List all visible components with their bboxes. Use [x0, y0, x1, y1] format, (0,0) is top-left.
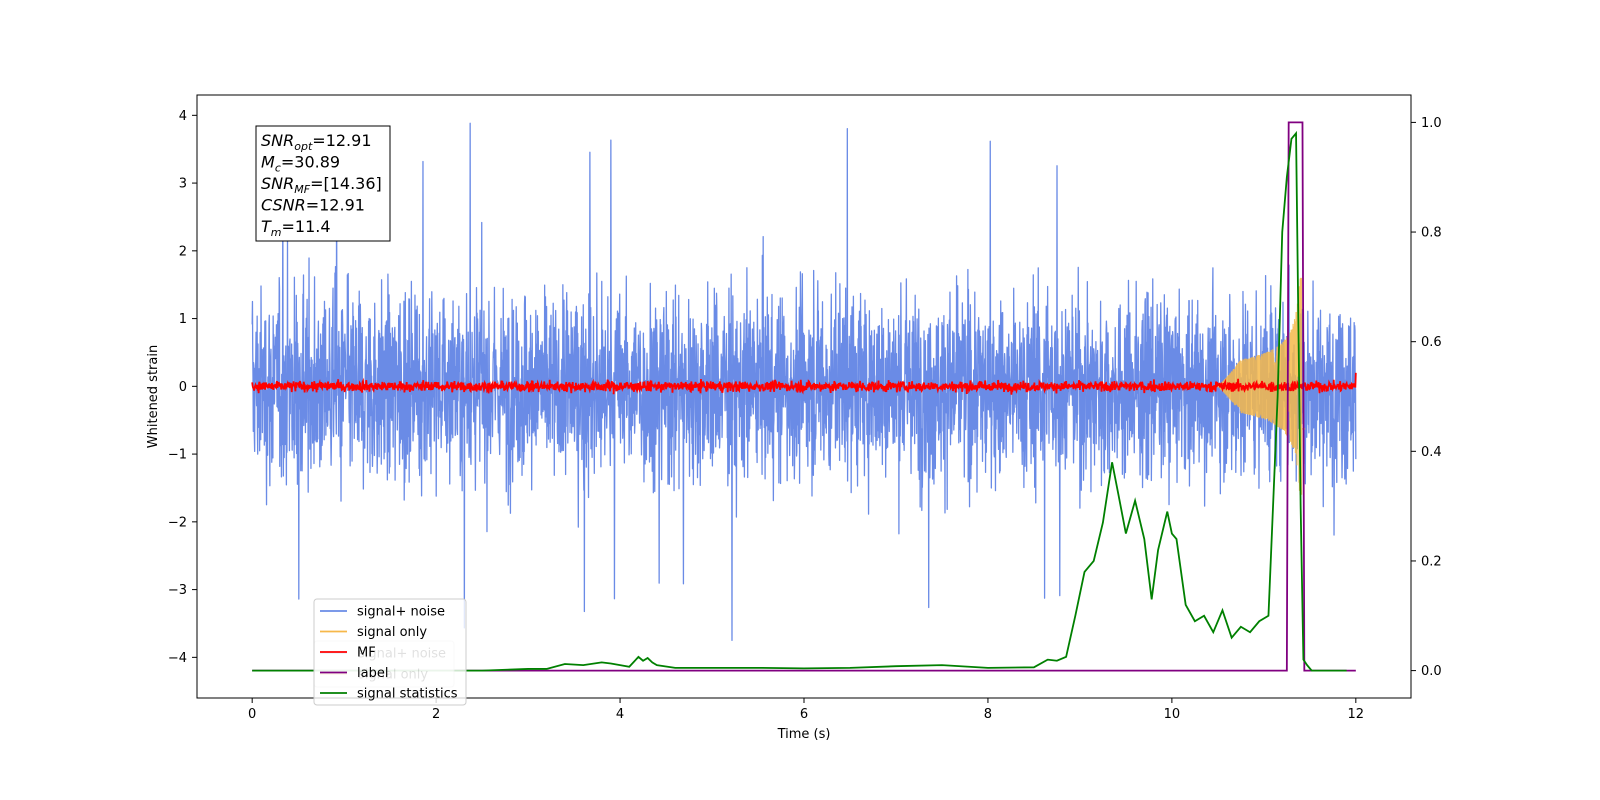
annotation-box: SNRopt=12.91Mc=30.89SNRMF=[14.36]CSNR=12…: [255, 125, 391, 242]
legend-front-frame: [313, 598, 467, 706]
y-axis-label: Whitened strain: [146, 345, 161, 448]
y-tick-label: −2: [168, 515, 187, 530]
series-signal-statistics: [252, 130, 1347, 672]
axes: 0 2 4 6 8 10 12−4−3−2−1012340.00.20.40.60.81.0…: [146, 94, 1442, 742]
annotation-line: SNRopt=12.91: [261, 131, 372, 153]
annotation-subscript: m: [271, 226, 282, 239]
y-tick-label: 4: [179, 109, 187, 124]
legend-label: MF: [357, 646, 376, 661]
annotation-line: SNRMF=[14.36]: [261, 174, 382, 196]
y2-tick-label: 0.8: [1421, 226, 1442, 241]
annotation-subscript: MF: [294, 183, 310, 196]
x-axis-label: Time (s): [777, 727, 831, 742]
annotation-value: =11.4: [282, 217, 331, 236]
annotation-value: =30.89: [281, 153, 340, 172]
y-tick-label: −3: [168, 583, 187, 598]
x-tick-label: 6: [800, 707, 808, 722]
legend-label: signal only: [357, 625, 427, 640]
y-tick-label: 2: [179, 244, 187, 259]
y-tick-label: 0: [179, 380, 187, 395]
x-tick-label: 8: [984, 707, 992, 722]
y2-tick-label: 1.0: [1421, 116, 1442, 131]
annotation-symbol: SNR: [261, 131, 294, 150]
y2-tick-label: 0.6: [1421, 335, 1442, 350]
y-tick-label: 1: [179, 312, 187, 327]
legend-label: label: [357, 666, 388, 681]
legend-label: signal statistics: [357, 687, 458, 702]
y2-tick-label: 0.2: [1421, 554, 1442, 569]
annotation-value: =12.91: [306, 196, 365, 215]
annotation-subscript: c: [275, 162, 281, 175]
series-mf: [251, 372, 1357, 395]
annotation-symbol: CSNR: [261, 196, 306, 215]
y2-tick-label: 0.4: [1421, 445, 1442, 460]
annotation-symbol: M: [261, 153, 275, 172]
annotation-line: Mc=30.89: [261, 153, 340, 175]
series-signal-only: [1217, 277, 1306, 495]
annotation-value: =12.91: [312, 131, 371, 150]
plot-area: [251, 121, 1357, 672]
y2-tick-label: 0.0: [1421, 664, 1442, 679]
annotation-symbol: SNR: [261, 174, 294, 193]
y-tick-label: −1: [168, 448, 187, 463]
x-tick-label: 0: [248, 707, 256, 722]
annotation-frame: [255, 125, 391, 242]
x-tick-label: 12: [1348, 707, 1365, 722]
x-tick-label: 4: [616, 707, 624, 722]
annotation-symbol: T: [261, 217, 272, 236]
annotation-subscript: opt: [294, 140, 313, 153]
x-tick-label: 10: [1164, 707, 1181, 722]
legend: signal+ noise signal onlysignal+ noisesig…: [313, 598, 467, 706]
legend-front: signal+ noise signal only MF label signal st…: [313, 598, 467, 706]
y-tick-label: 3: [179, 177, 187, 192]
x-tick-label: 2: [432, 707, 440, 722]
annotation-line: Tm=11.4: [261, 217, 331, 239]
legend-label: signal+ noise: [357, 605, 445, 620]
y-tick-label: −4: [168, 651, 187, 666]
annotation-value: =[14.36]: [310, 174, 382, 193]
annotation-line: CSNR=12.91: [261, 196, 365, 215]
